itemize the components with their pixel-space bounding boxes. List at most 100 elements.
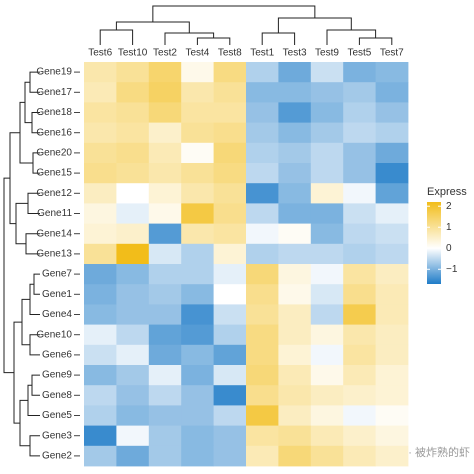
heat-cell — [181, 82, 214, 103]
heat-cell — [213, 304, 247, 325]
heat-cell — [278, 82, 312, 103]
heat-cell — [375, 284, 409, 305]
heat-cell — [181, 243, 214, 265]
heat-cell — [181, 163, 214, 184]
row-label: Gene6 — [42, 350, 72, 361]
heat-cell — [181, 385, 214, 406]
heat-cell — [310, 163, 344, 184]
heat-cell — [181, 344, 214, 366]
heat-cell — [278, 445, 312, 467]
legend-title: Express — [427, 186, 467, 198]
heat-cell — [343, 223, 376, 245]
heat-cell — [84, 264, 117, 285]
heat-cell — [116, 425, 150, 447]
heat-cell — [84, 243, 117, 265]
heat-cell — [343, 62, 376, 83]
heat-cell — [310, 102, 344, 123]
heat-cell — [84, 365, 117, 386]
heat-cell — [84, 122, 117, 144]
heat-cell — [246, 183, 279, 204]
heat-cell — [116, 445, 150, 467]
column-label: Test5 — [347, 48, 371, 59]
heat-cell — [310, 284, 344, 305]
heat-cell — [148, 163, 182, 184]
heat-cell — [181, 223, 214, 245]
heat-cell — [148, 284, 182, 305]
heat-cell — [148, 142, 182, 164]
heat-cell — [246, 445, 279, 467]
heat-cell — [116, 183, 150, 204]
heat-cell — [246, 82, 279, 103]
heat-cell — [213, 405, 247, 426]
row-label: Gene20 — [36, 148, 72, 159]
heat-cell — [148, 405, 182, 426]
heat-cell — [181, 102, 214, 123]
heat-cell — [310, 203, 344, 224]
heat-cell — [84, 102, 117, 123]
heat-cell — [375, 142, 409, 164]
heat-cell — [310, 122, 344, 144]
heat-cell — [148, 62, 182, 83]
heat-cell — [246, 264, 279, 285]
heat-cell — [84, 163, 117, 184]
heat-cell — [343, 102, 376, 123]
heat-cell — [343, 445, 376, 467]
heat-cell — [181, 324, 214, 346]
column-label: Test4 — [185, 48, 209, 59]
heat-cell — [148, 344, 182, 366]
heat-cell — [375, 102, 409, 123]
heat-cell — [148, 203, 182, 224]
heat-cell — [213, 142, 247, 164]
heat-cell — [310, 425, 344, 447]
heat-cell — [148, 445, 182, 467]
heat-cell — [343, 82, 376, 103]
heat-cell — [84, 142, 117, 164]
heat-cell — [310, 445, 344, 467]
heat-cell — [213, 344, 247, 366]
heat-cell — [116, 344, 150, 366]
row-label: Gene14 — [36, 228, 72, 239]
heat-cell — [246, 142, 279, 164]
heat-cell — [116, 142, 150, 164]
heat-cell — [116, 82, 150, 103]
heat-cell — [375, 203, 409, 224]
heat-cell — [343, 264, 376, 285]
heat-cell — [116, 284, 150, 305]
heat-cell — [375, 82, 409, 103]
heat-cell — [84, 82, 117, 103]
heat-cell — [116, 243, 150, 265]
heat-cell — [278, 102, 312, 123]
heat-cell — [148, 365, 182, 386]
heat-cell — [375, 425, 409, 447]
column-label: Test7 — [380, 48, 404, 59]
heat-cell — [310, 62, 344, 83]
colorbar-tick-label: 1 — [446, 222, 452, 233]
heat-cell — [213, 163, 247, 184]
heat-cell — [84, 344, 117, 366]
heat-cell — [375, 122, 409, 144]
heat-cell — [343, 324, 376, 346]
heat-cell — [343, 142, 376, 164]
heat-cell — [246, 284, 279, 305]
heat-cell — [278, 183, 312, 204]
heat-cell — [278, 62, 312, 83]
heat-cell — [213, 82, 247, 103]
heat-cell — [181, 304, 214, 325]
heat-cell — [375, 264, 409, 285]
dendrograms — [3, 5, 393, 457]
heat-cell — [278, 163, 312, 184]
heat-cell — [116, 385, 150, 406]
heat-cell — [148, 82, 182, 103]
heat-cell — [246, 405, 279, 426]
heat-cell — [148, 425, 182, 447]
heat-cell — [343, 365, 376, 386]
heat-cell — [181, 203, 214, 224]
heat-cell — [278, 243, 312, 265]
row-label: Gene9 — [42, 370, 72, 381]
column-label: Test1 — [250, 48, 274, 59]
heat-cell — [343, 284, 376, 305]
heat-cell — [310, 264, 344, 285]
heat-cell — [181, 183, 214, 204]
heat-cell — [246, 62, 279, 83]
row-label: Gene16 — [36, 127, 72, 138]
